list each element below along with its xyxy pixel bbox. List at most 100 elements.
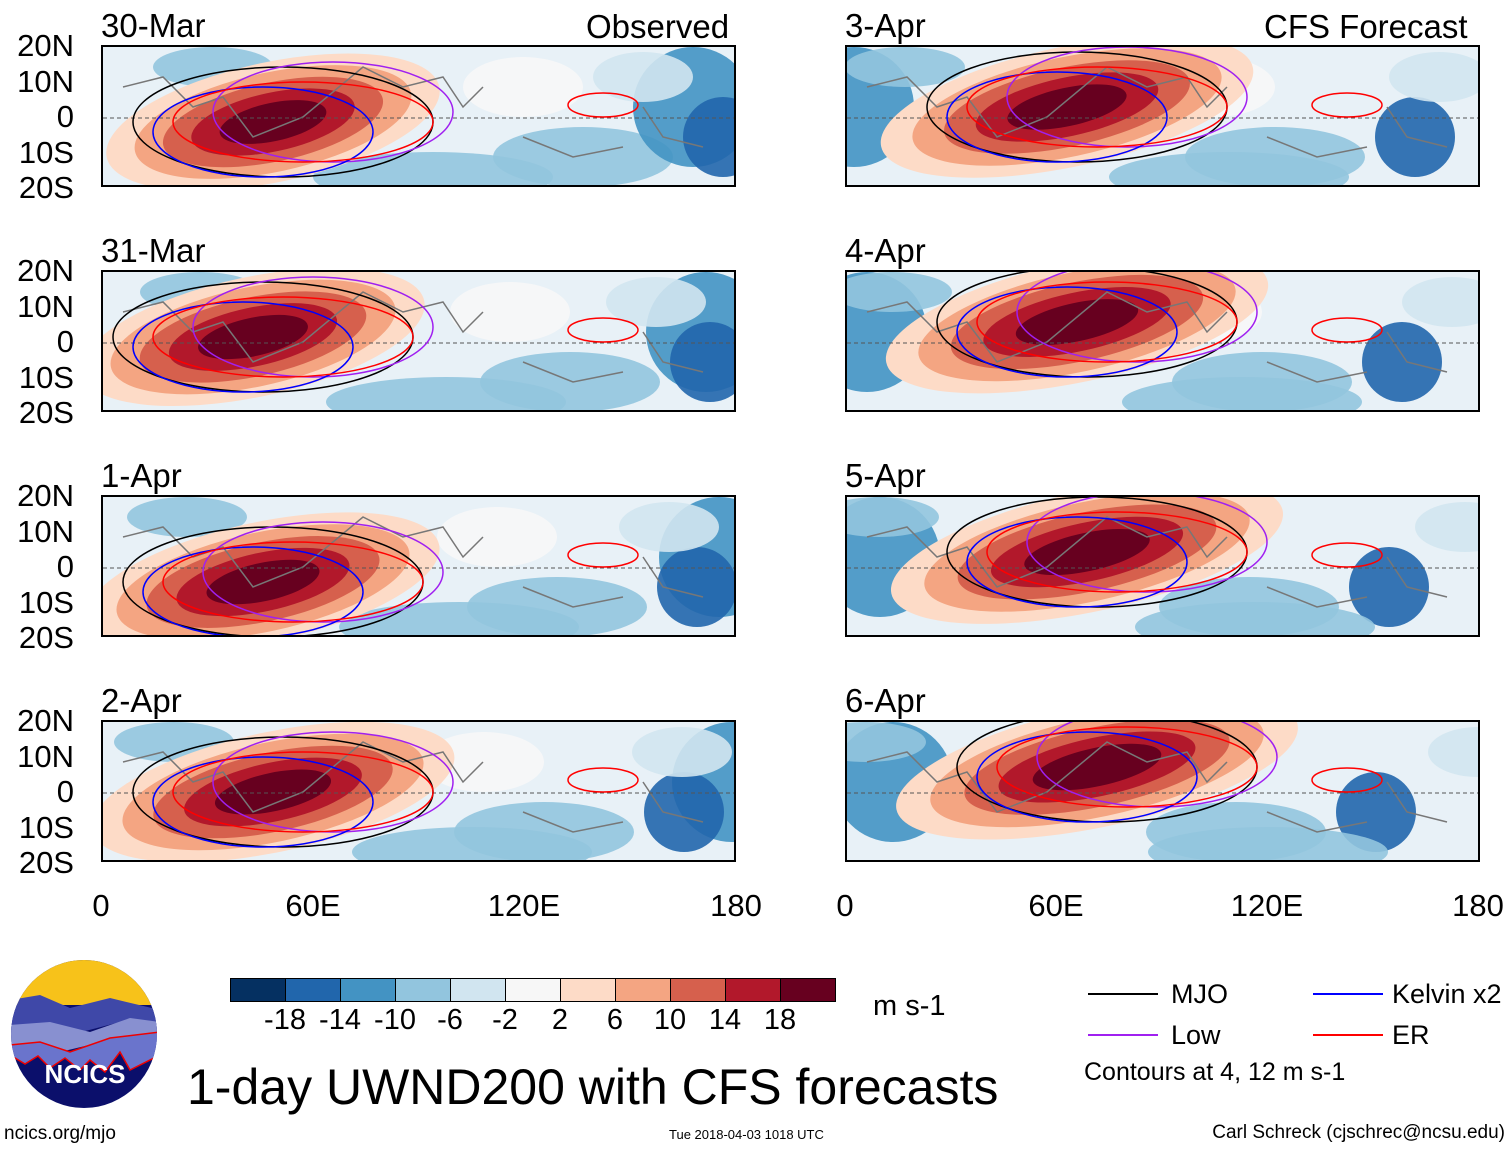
wind-fill: [1015, 299, 1139, 345]
lat-label: 10N: [17, 513, 74, 549]
er-contour: [567, 92, 639, 118]
lon-label: 60E: [1028, 888, 1084, 923]
wind-fill: [593, 52, 693, 102]
lat-label: 20N: [17, 703, 74, 738]
lat-label: 10N: [17, 288, 74, 324]
wind-fill: [1415, 502, 1478, 552]
panel-date: 3-Apr: [845, 7, 926, 44]
wind-fill: [1375, 97, 1455, 177]
panel-date: 30-Mar: [101, 7, 206, 44]
wind-fill: [847, 497, 939, 537]
legend-mjo: MJO: [1171, 979, 1228, 1009]
kelvin-contour: [142, 546, 364, 635]
colorbar-label: -18: [264, 1004, 306, 1036]
wind-fill: [437, 507, 557, 567]
colorbar-swatch: [616, 979, 671, 1001]
low-contour: [1026, 497, 1268, 593]
wind-fill: [632, 727, 732, 777]
wind-fill: [214, 769, 332, 815]
site-url[interactable]: ncics.org/mjo: [4, 1123, 116, 1144]
units-label: m s-1: [873, 990, 946, 1022]
er-contour: [996, 726, 1258, 808]
lon-label: 120E: [1230, 888, 1304, 923]
colorbar-swatch: [451, 979, 506, 1001]
er-contour: [567, 542, 639, 568]
low-contour: [212, 61, 454, 163]
lon-label: 180: [1452, 888, 1504, 923]
legend-line-kelvin: [1313, 993, 1383, 995]
colorbar-swatch: [781, 979, 835, 1001]
wind-fill: [670, 322, 734, 402]
map-panel: [845, 720, 1480, 862]
lat-label: 20N: [17, 253, 74, 288]
wind-fill: [1122, 377, 1362, 410]
wind-fill: [206, 559, 320, 605]
colorbar-label: 10: [653, 1004, 687, 1036]
colorbar-swatch: [396, 979, 451, 1001]
wind-fill: [847, 272, 952, 312]
lat-label: 20S: [18, 395, 74, 430]
colorbar-label: -2: [492, 1004, 518, 1036]
lon-label: 0: [92, 888, 110, 923]
colorbar: [230, 978, 836, 1002]
wind-fill: [1428, 727, 1478, 777]
wind-fill: [1032, 743, 1162, 791]
colorbar-swatch: [671, 979, 726, 1001]
colorbar-label: 14: [708, 1004, 742, 1036]
colorbar-swatch: [341, 979, 396, 1001]
lat-label: 0: [56, 324, 74, 359]
wind-fill: [1349, 547, 1429, 627]
lon-label: 180: [710, 888, 762, 923]
lat-label: 20S: [18, 620, 74, 655]
er-contour: [152, 296, 414, 378]
wind-fill: [219, 100, 327, 144]
colorbar-swatch: [231, 979, 286, 1001]
panel-date: 1-Apr: [101, 457, 182, 494]
wind-fill: [450, 282, 570, 342]
er-contour: [986, 511, 1248, 593]
lon-label: 120E: [487, 888, 561, 923]
legend-line-er: [1313, 1034, 1383, 1036]
colorbar-swatch: [506, 979, 561, 1001]
lat-label: 10S: [18, 584, 74, 620]
wind-fill: [657, 547, 734, 627]
coastline: [866, 291, 1448, 383]
coastline: [122, 291, 704, 383]
wind-fill: [683, 97, 734, 177]
legend-low: Low: [1171, 1020, 1221, 1050]
low-contour: [1006, 47, 1248, 148]
panel-date: 31-Mar: [101, 232, 206, 269]
map-panel: [845, 45, 1480, 187]
wind-fill: [326, 377, 566, 410]
coastline: [122, 516, 704, 608]
wind-fill: [127, 497, 247, 537]
wind-fill: [463, 57, 583, 117]
coastline: [122, 741, 704, 833]
lat-label: 10S: [18, 809, 74, 845]
colorbar-label: 2: [551, 1004, 569, 1036]
low-contour: [1036, 722, 1278, 808]
colorbar-swatch: [726, 979, 781, 1001]
legend-line-low: [1088, 1034, 1158, 1036]
author: Carl Schreck (cjschrec@ncsu.edu): [1212, 1122, 1505, 1143]
lon-label: 60E: [285, 888, 341, 923]
er-contour: [162, 541, 424, 623]
lat-label: 10N: [17, 63, 74, 99]
colorbar-label: -6: [437, 1004, 463, 1036]
lat-label: 20S: [18, 170, 74, 205]
wind-fill: [619, 502, 719, 552]
map-panel: [845, 270, 1480, 412]
lat-label: 10N: [17, 738, 74, 774]
panel-date: 6-Apr: [845, 682, 926, 719]
er-contour: [976, 281, 1238, 363]
low-contour: [202, 521, 444, 623]
kelvin-contour: [956, 286, 1178, 378]
colorbar-swatch: [561, 979, 616, 1001]
map-panel: [101, 270, 736, 412]
er-contour: [966, 66, 1228, 148]
lat-label: 0: [56, 99, 74, 134]
er-contour: [1311, 317, 1383, 343]
wind-fill: [1362, 322, 1442, 402]
wind-fill: [1024, 528, 1150, 576]
